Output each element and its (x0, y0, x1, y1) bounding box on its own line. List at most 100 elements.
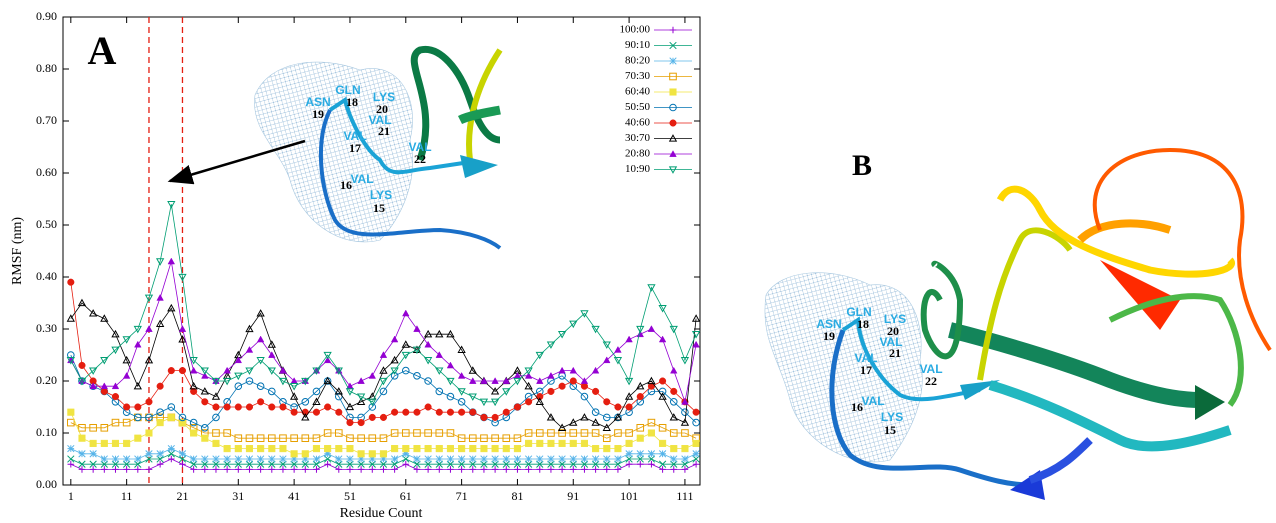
point (235, 456, 242, 463)
point (626, 440, 633, 447)
point (324, 445, 331, 452)
point (135, 435, 142, 442)
point (603, 456, 610, 463)
point (659, 378, 666, 385)
point (425, 430, 432, 437)
point (458, 347, 465, 353)
residue-number: 18 (346, 95, 358, 109)
point (548, 440, 555, 447)
point (425, 378, 432, 385)
point (347, 456, 354, 463)
residue-number: 18 (857, 317, 869, 331)
point (447, 445, 454, 452)
point (626, 336, 633, 342)
point (112, 440, 119, 447)
point (559, 456, 566, 463)
point (670, 414, 677, 420)
point (481, 456, 488, 463)
point (146, 295, 153, 301)
point (492, 445, 499, 452)
point (324, 430, 331, 437)
point (670, 104, 677, 111)
point (291, 393, 298, 399)
point (402, 310, 409, 316)
point (112, 331, 119, 337)
point (670, 388, 677, 395)
point (179, 367, 186, 374)
point (693, 315, 700, 321)
point (168, 367, 175, 374)
point (268, 445, 275, 452)
point (112, 419, 119, 426)
point (235, 404, 242, 411)
point (648, 451, 655, 458)
x-tick-label: 111 (676, 489, 693, 503)
point (313, 456, 320, 463)
point (202, 425, 209, 432)
legend-label: 70:30 (625, 70, 651, 82)
point (570, 456, 577, 463)
point (123, 357, 130, 363)
point (536, 440, 543, 447)
point (268, 456, 275, 463)
point (592, 326, 599, 332)
point (179, 274, 186, 280)
point (514, 435, 521, 442)
point (492, 435, 499, 442)
point (235, 373, 242, 379)
point (492, 414, 499, 421)
point (235, 383, 242, 390)
point (670, 430, 677, 437)
point (693, 419, 700, 426)
point (391, 445, 398, 452)
point (436, 430, 443, 437)
point (603, 414, 610, 421)
point (347, 445, 354, 452)
x-tick-label: 81 (511, 489, 523, 503)
point (358, 451, 365, 458)
point (570, 419, 577, 425)
point (670, 73, 677, 80)
point (213, 393, 220, 399)
point (324, 352, 331, 358)
point (235, 435, 242, 442)
point (670, 456, 677, 463)
residue-number: 17 (860, 363, 872, 377)
ribbon (1080, 223, 1170, 240)
point (358, 419, 365, 426)
ribbon (469, 50, 500, 160)
series-line (71, 303, 696, 428)
y-tick-label: 0.10 (36, 425, 57, 439)
point (335, 445, 342, 452)
panel-label: A (88, 28, 117, 73)
point (637, 326, 644, 332)
point (190, 430, 197, 437)
legend: 100:0090:1080:2070:3060:4050:5040:6030:7… (619, 24, 692, 176)
residue-name: VAL (861, 394, 884, 408)
point (637, 435, 644, 442)
point (347, 419, 354, 426)
point (391, 336, 398, 342)
point (68, 315, 75, 321)
y-axis-label: RMSF (nm) (10, 217, 25, 285)
point (369, 414, 376, 421)
point (347, 389, 354, 395)
point (458, 389, 465, 395)
point (291, 435, 298, 442)
point (581, 456, 588, 463)
point (268, 341, 275, 347)
mesh-surface (765, 273, 922, 462)
point (525, 399, 532, 406)
point (503, 445, 510, 452)
point (469, 409, 476, 416)
point (391, 409, 398, 416)
point (670, 89, 677, 96)
point (335, 430, 342, 437)
point (313, 435, 320, 442)
point (369, 435, 376, 442)
point (402, 367, 409, 374)
point (615, 430, 622, 437)
x-tick-label: 31 (232, 489, 244, 503)
point (280, 435, 287, 442)
point (670, 399, 677, 406)
